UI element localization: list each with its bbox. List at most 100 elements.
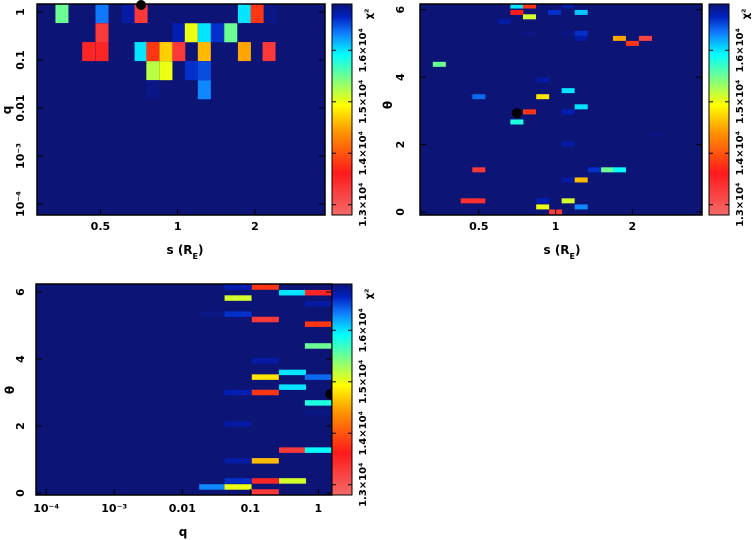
heatmap-cell (82, 42, 96, 62)
colorbar-tick-label: 1.6×10⁴ (358, 308, 369, 352)
x-tick-label: 0.5 (91, 220, 111, 233)
heatmap-cell (251, 357, 279, 364)
heatmap-cell (561, 30, 575, 36)
colorbar-tick-label: 1.4×10⁴ (358, 131, 369, 175)
heatmap-cell (197, 61, 211, 81)
heatmap-cell (197, 23, 211, 43)
heatmap-cell (601, 167, 615, 173)
x-tick-label: 1 (552, 220, 560, 233)
heatmap-cells (55, 4, 278, 100)
heatmap-cell (638, 35, 652, 41)
best-fit-point (136, 0, 147, 11)
heatmap-cell (522, 30, 536, 36)
heatmap-cell (547, 9, 561, 15)
heatmap-cell (184, 61, 198, 81)
y-axis-label: θ (3, 386, 17, 394)
heatmap-cell (472, 167, 486, 173)
panel-1: 0.5 1 2 1 0.1 0.01 10⁻³ 10⁻⁴ s (RE) q 1.3×10⁴ 1.4×1… (0, 0, 375, 261)
heatmap-cell (224, 389, 252, 396)
heatmap-cell (574, 35, 588, 41)
x-tick-label: 0.1 (241, 502, 261, 515)
heatmap-cell (612, 167, 626, 173)
heatmap-cell (184, 23, 198, 43)
x-tick-label: 1 (315, 502, 323, 515)
heatmap-cell (95, 23, 109, 43)
heatmap-cell (574, 9, 588, 15)
heatmap-cell (522, 109, 536, 115)
colorbar-title: χ² (741, 9, 752, 20)
heatmap-cell (561, 141, 575, 147)
x-axis-label-end: ) (198, 243, 203, 257)
y-axis-label: q (0, 106, 14, 115)
plot-frame (419, 3, 703, 216)
y-tick-label: 10⁻³ (14, 143, 27, 169)
heatmap-cell (587, 167, 601, 173)
colorbar-tick-label: 1.3×10⁴ (358, 463, 369, 507)
heatmap-cell (224, 284, 252, 290)
plot-frame (36, 3, 326, 216)
heatmap-cell (224, 295, 252, 301)
heatmap-cell (146, 61, 160, 81)
heatmap-cell (251, 458, 279, 464)
colorbar-title: χ² (364, 9, 375, 20)
colorbar-tick-label: 1.4×10⁴ (735, 131, 746, 175)
heatmap-cell (211, 23, 225, 43)
heatmap-cell (561, 198, 575, 204)
heatmap-cell (304, 289, 332, 296)
x-tick-label: 2 (629, 220, 637, 233)
heatmap-cell (304, 343, 332, 349)
heatmap-cell (251, 374, 279, 380)
heatmap-cell (304, 447, 332, 453)
heatmap-cell (237, 42, 251, 62)
heatmap-cell (472, 94, 486, 100)
colorbar-tick-label: 1.5×10⁴ (358, 80, 369, 124)
heatmap-cell (237, 4, 251, 24)
heatmap-cell (574, 30, 588, 36)
heatmap-cell (460, 198, 474, 204)
heatmap-cell (159, 61, 173, 81)
y-tick-label: 2 (14, 422, 27, 430)
heatmap-cell (251, 389, 279, 396)
heatmap-cell (199, 311, 227, 317)
x-axis-label-main: q (179, 525, 188, 539)
heatmap-cell (561, 177, 575, 183)
heatmap-cell (172, 23, 186, 43)
colorbar: 1.3×10⁴ 1.4×10⁴ 1.5×10⁴ 1.6×10⁴ χ² (331, 283, 375, 507)
heatmap-cell (279, 369, 307, 376)
heatmap-cell (304, 321, 332, 327)
heatmap-cell (197, 42, 211, 62)
heatmap-cell (134, 42, 148, 62)
x-axis-label: q (179, 525, 188, 539)
heatmap-cell (250, 4, 264, 24)
heatmap-cell (574, 104, 588, 110)
heatmap-cell (95, 4, 109, 24)
x-axis-label-main: s (R (167, 243, 193, 257)
x-tick-label: 0.5 (469, 220, 489, 233)
colorbar-tick-label: 1.3×10⁴ (358, 183, 369, 227)
heatmap-cell (197, 80, 211, 100)
heatmap-cell (650, 131, 664, 137)
colorbar-tick-label: 1.5×10⁴ (735, 80, 746, 124)
heatmap-cell (224, 458, 252, 464)
heatmap-cell (279, 289, 307, 296)
colorbar-tick-label: 1.5×10⁴ (358, 360, 369, 404)
heatmap-cell (432, 61, 446, 67)
y-tick-label: 4 (14, 355, 27, 363)
heatmap-cell (536, 198, 550, 204)
colorbar: 1.3×10⁴ 1.4×10⁴ 1.5×10⁴ 1.6×10⁴ χ² (331, 3, 375, 227)
heatmap-cell (224, 311, 252, 317)
heatmap-cell (251, 284, 279, 290)
best-fit-point (511, 108, 522, 119)
heatmap-cell (536, 77, 550, 83)
y-tick-label: 10⁻⁴ (14, 191, 27, 217)
x-axis-label-subscript: E (570, 252, 575, 261)
y-tick-label: 0.1 (14, 50, 27, 70)
heatmap-cell (304, 400, 332, 406)
y-tick-label: 6 (14, 288, 27, 296)
x-tick-label: 10⁻⁴ (33, 502, 59, 515)
heatmap-cell (522, 4, 536, 9)
x-axis-label: s (RE) (167, 243, 204, 261)
heatmap-cell (279, 384, 307, 390)
y-tick-label: 0 (14, 489, 27, 497)
heatmap-cell (55, 4, 69, 24)
